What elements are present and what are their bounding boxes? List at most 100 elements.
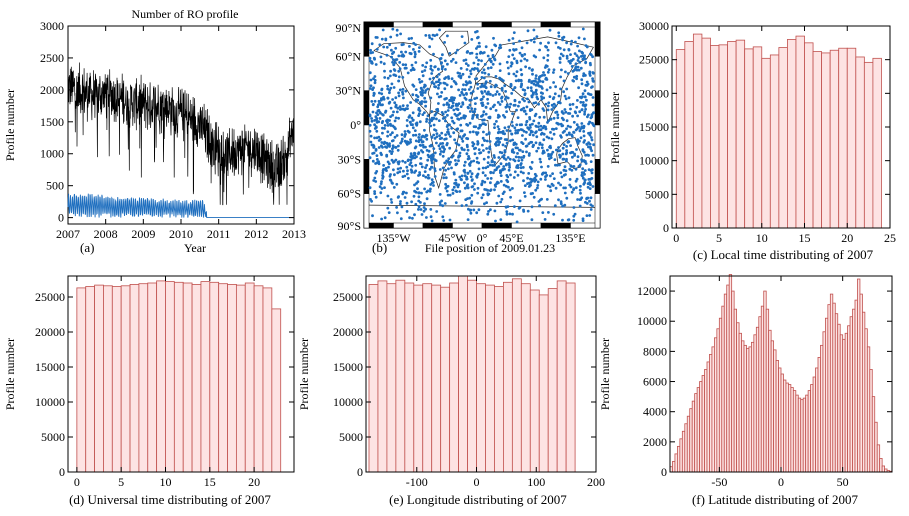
map-data-point — [492, 154, 496, 157]
panel-e-xlabel: (e) Longitude distributing of 2007 — [389, 492, 567, 507]
map-data-point — [371, 159, 375, 163]
map-data-point — [503, 132, 506, 136]
map-data-point — [425, 216, 428, 219]
map-data-point — [532, 195, 536, 199]
map-data-point — [513, 205, 516, 209]
map-data-point — [416, 180, 420, 184]
map-data-point — [469, 98, 473, 102]
map-data-point — [389, 198, 393, 201]
map-data-point — [385, 53, 389, 57]
f-ytick-label: 6000 — [643, 375, 667, 389]
map-data-point — [515, 220, 519, 224]
panel-b-xlabel: File position of 2009.01.23 — [425, 241, 555, 255]
map-data-point — [451, 57, 455, 61]
map-data-point — [417, 205, 421, 209]
map-data-point — [425, 120, 428, 123]
map-data-point — [390, 48, 393, 52]
map-data-point — [536, 97, 540, 101]
map-data-point — [529, 86, 533, 90]
map-data-point — [431, 153, 435, 157]
map-data-point — [378, 43, 382, 47]
map-data-point — [475, 174, 478, 178]
map-data-point — [545, 88, 549, 92]
map-data-point — [448, 193, 452, 197]
c-bar — [778, 47, 788, 229]
map-data-point — [585, 214, 589, 218]
map-data-point — [523, 88, 527, 92]
e-bar — [556, 280, 567, 473]
map-data-point — [393, 173, 396, 177]
map-data-point — [371, 110, 375, 114]
map-data-point — [570, 190, 574, 194]
panel-a-ytick-label: 2500 — [40, 51, 64, 65]
c-xtick-label: 20 — [841, 231, 853, 245]
map-data-point — [580, 196, 584, 200]
map-data-point — [513, 86, 517, 90]
map-data-point — [374, 195, 378, 199]
d-ytick-label: 0 — [59, 465, 65, 479]
map-data-point — [380, 37, 384, 41]
map-data-point — [417, 152, 420, 156]
map-data-point — [569, 144, 572, 148]
map-data-point — [374, 180, 378, 183]
map-data-point — [516, 131, 519, 135]
map-data-point — [589, 196, 593, 200]
map-data-point — [418, 120, 422, 124]
map-data-point — [493, 188, 496, 192]
d-bar — [111, 286, 122, 473]
map-data-point — [394, 116, 398, 120]
map-border-segment — [540, 222, 571, 229]
map-data-point — [390, 152, 393, 156]
map-data-point — [475, 67, 479, 70]
map-data-point — [505, 174, 509, 177]
map-data-point — [538, 143, 542, 146]
map-lon-label: 0° — [477, 231, 488, 245]
map-data-point — [581, 167, 585, 171]
map-data-point — [488, 147, 492, 151]
map-data-point — [368, 123, 372, 127]
map-data-point — [388, 119, 391, 122]
map-data-point — [414, 43, 417, 46]
map-data-point — [591, 103, 595, 107]
map-data-point — [548, 95, 552, 98]
map-data-point — [450, 85, 453, 89]
map-data-point — [400, 107, 404, 111]
map-data-point — [557, 101, 560, 104]
map-data-point — [576, 44, 579, 48]
map-data-point — [497, 165, 501, 168]
map-data-point — [517, 155, 521, 159]
map-data-point — [549, 189, 553, 193]
map-data-point — [389, 35, 393, 39]
map-data-point — [375, 120, 379, 124]
map-data-point — [379, 191, 383, 195]
map-data-point — [370, 61, 373, 65]
map-data-point — [559, 122, 563, 126]
map-data-point — [528, 117, 532, 121]
map-data-point — [582, 72, 586, 75]
map-data-point — [403, 135, 407, 138]
map-data-point — [580, 82, 584, 86]
map-data-point — [392, 161, 395, 164]
map-data-point — [410, 36, 413, 40]
map-data-point — [569, 42, 573, 46]
map-data-point — [552, 71, 555, 74]
map-data-point — [561, 54, 565, 58]
map-data-point — [527, 100, 531, 104]
map-data-point — [432, 184, 435, 187]
map-data-point — [534, 178, 538, 182]
map-data-point — [425, 117, 429, 121]
map-data-point — [546, 48, 550, 52]
map-data-point — [397, 54, 401, 58]
map-data-point — [567, 59, 571, 63]
map-data-point — [503, 167, 506, 171]
map-data-point — [523, 99, 526, 103]
d-bar — [191, 283, 202, 473]
map-data-point — [551, 150, 555, 154]
map-data-point — [407, 158, 410, 162]
map-data-point — [494, 109, 498, 112]
map-data-point — [582, 150, 586, 154]
map-data-point — [567, 140, 570, 143]
map-data-point — [585, 45, 589, 49]
d-bar — [271, 308, 282, 473]
map-data-point — [499, 200, 503, 204]
